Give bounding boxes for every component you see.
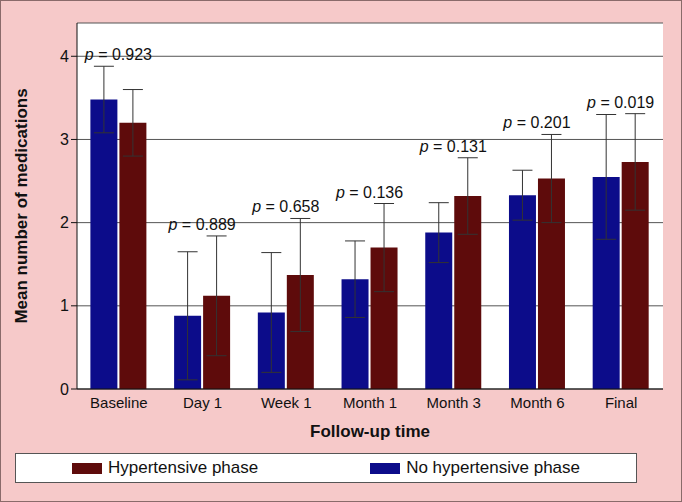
html-text:Hypertensive phase: Hypertensive phase — [108, 458, 259, 477]
svg-text:Final: Final — [605, 394, 638, 411]
svg-text:p = 0.923: p = 0.923 — [84, 46, 152, 63]
svg-text:Month 1: Month 1 — [343, 394, 397, 411]
svg-text:Month 6: Month 6 — [510, 394, 564, 411]
svg-text:Week 1: Week 1 — [261, 394, 312, 411]
svg-text:3: 3 — [60, 131, 69, 148]
svg-text:0: 0 — [60, 381, 69, 398]
svg-text:Month 3: Month 3 — [427, 394, 481, 411]
svg-text:Mean number of medications: Mean number of medications — [12, 88, 31, 323]
svg-text:2: 2 — [60, 214, 69, 231]
svg-text:p = 0.201: p = 0.201 — [502, 114, 570, 131]
svg-text:1: 1 — [60, 297, 69, 314]
svg-text:Follow-up time: Follow-up time — [310, 422, 430, 441]
svg-text:p = 0.019: p = 0.019 — [586, 94, 654, 111]
svg-text:p = 0.136: p = 0.136 — [335, 184, 403, 201]
svg-text:p = 0.658: p = 0.658 — [251, 198, 319, 215]
svg-text:Baseline: Baseline — [90, 394, 148, 411]
svg-text:4: 4 — [60, 48, 69, 65]
svg-text:p = 0.889: p = 0.889 — [168, 216, 236, 233]
svg-text:Day 1: Day 1 — [183, 394, 222, 411]
svg-text:p = 0.131: p = 0.131 — [419, 138, 487, 155]
html-text:No hypertensive phase: No hypertensive phase — [406, 458, 580, 477]
